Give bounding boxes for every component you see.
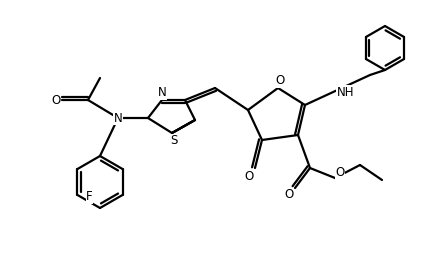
Text: O: O <box>275 74 285 88</box>
Text: O: O <box>51 93 61 106</box>
Text: N: N <box>158 87 166 100</box>
Text: O: O <box>285 188 294 201</box>
Text: F: F <box>86 190 93 204</box>
Text: O: O <box>335 165 345 178</box>
Text: S: S <box>170 134 178 147</box>
Text: O: O <box>244 169 254 183</box>
Text: NH: NH <box>337 86 354 99</box>
Text: N: N <box>114 112 123 124</box>
